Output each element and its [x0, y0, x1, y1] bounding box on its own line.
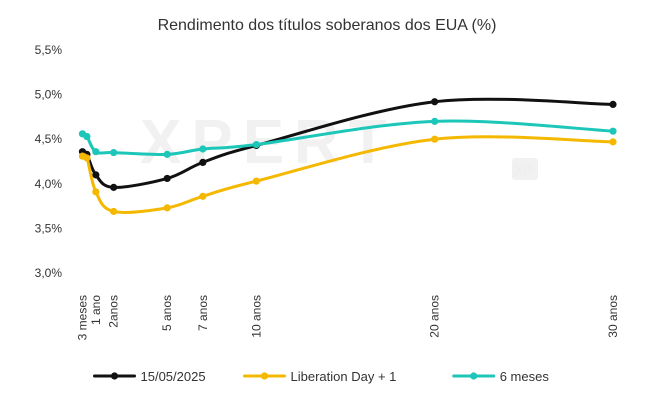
x-tick-label: 30 anos [606, 295, 620, 338]
data-point [431, 117, 439, 125]
data-point [199, 158, 207, 166]
legend-item: 15/05/2025 [93, 369, 206, 384]
data-point [110, 148, 118, 157]
watermark-badge-box [512, 158, 538, 180]
x-tick-label: 20 anos [428, 295, 442, 338]
data-point [83, 132, 91, 141]
y-tick-label: 3,0% [35, 266, 63, 280]
legend-label: 15/05/2025 [141, 369, 206, 384]
watermark-badge: XP [512, 158, 538, 180]
data-point [92, 148, 100, 156]
y-tick-label: 3,5% [35, 221, 63, 235]
data-point [110, 207, 118, 216]
data-point [199, 145, 207, 153]
data-point [163, 150, 171, 158]
chart-title: Rendimento dos títulos soberanos dos EUA… [158, 17, 497, 34]
data-point [92, 188, 100, 196]
data-point [163, 174, 171, 183]
data-point [431, 135, 439, 143]
watermark-badge-text: XP [514, 162, 533, 178]
series-layer [78, 97, 617, 216]
data-point [110, 183, 118, 191]
series-group [78, 117, 617, 158]
legend-item: Liberation Day + 1 [243, 369, 397, 384]
data-point [252, 177, 260, 185]
series-group [78, 135, 617, 216]
data-point [199, 192, 207, 200]
legend-swatch-marker [110, 372, 119, 380]
x-tick-label: 10 anos [249, 295, 263, 338]
data-point [83, 154, 91, 162]
legend-label: 6 meses [500, 369, 550, 384]
y-tick-label: 4,5% [35, 132, 63, 146]
x-tick-label: 1 ano [89, 295, 103, 325]
data-point [92, 171, 100, 179]
x-tick-label: 2anos [107, 295, 121, 328]
series-group [78, 97, 617, 191]
legend-swatch-marker [470, 372, 478, 380]
legend: 15/05/2025 Liberation Day + 1 6 meses [93, 369, 550, 384]
x-tick-label: 7 anos [196, 295, 210, 331]
y-tick-label: 4,0% [35, 177, 63, 191]
data-point [609, 127, 617, 135]
x-tick-label: 3 meses [75, 295, 89, 340]
data-point [163, 204, 171, 212]
y-tick-label: 5,0% [35, 88, 63, 102]
x-axis: 3 meses 1 ano 2anos 5 anos 7 anos 10 anos 20 a… [75, 295, 620, 341]
legend-swatch-marker [260, 372, 269, 380]
x-tick-label: 5 anos [160, 295, 174, 331]
data-point [431, 98, 439, 106]
y-tick-label: 5,5% [35, 43, 63, 57]
y-axis: 3,0% 3,5% 4,0% 4,5% 5,0% 5,5% [35, 43, 63, 280]
legend-item: 6 meses [452, 369, 550, 384]
legend-label: Liberation Day + 1 [291, 369, 397, 384]
data-point [252, 140, 260, 149]
data-point [609, 138, 617, 146]
data-point [609, 100, 617, 109]
